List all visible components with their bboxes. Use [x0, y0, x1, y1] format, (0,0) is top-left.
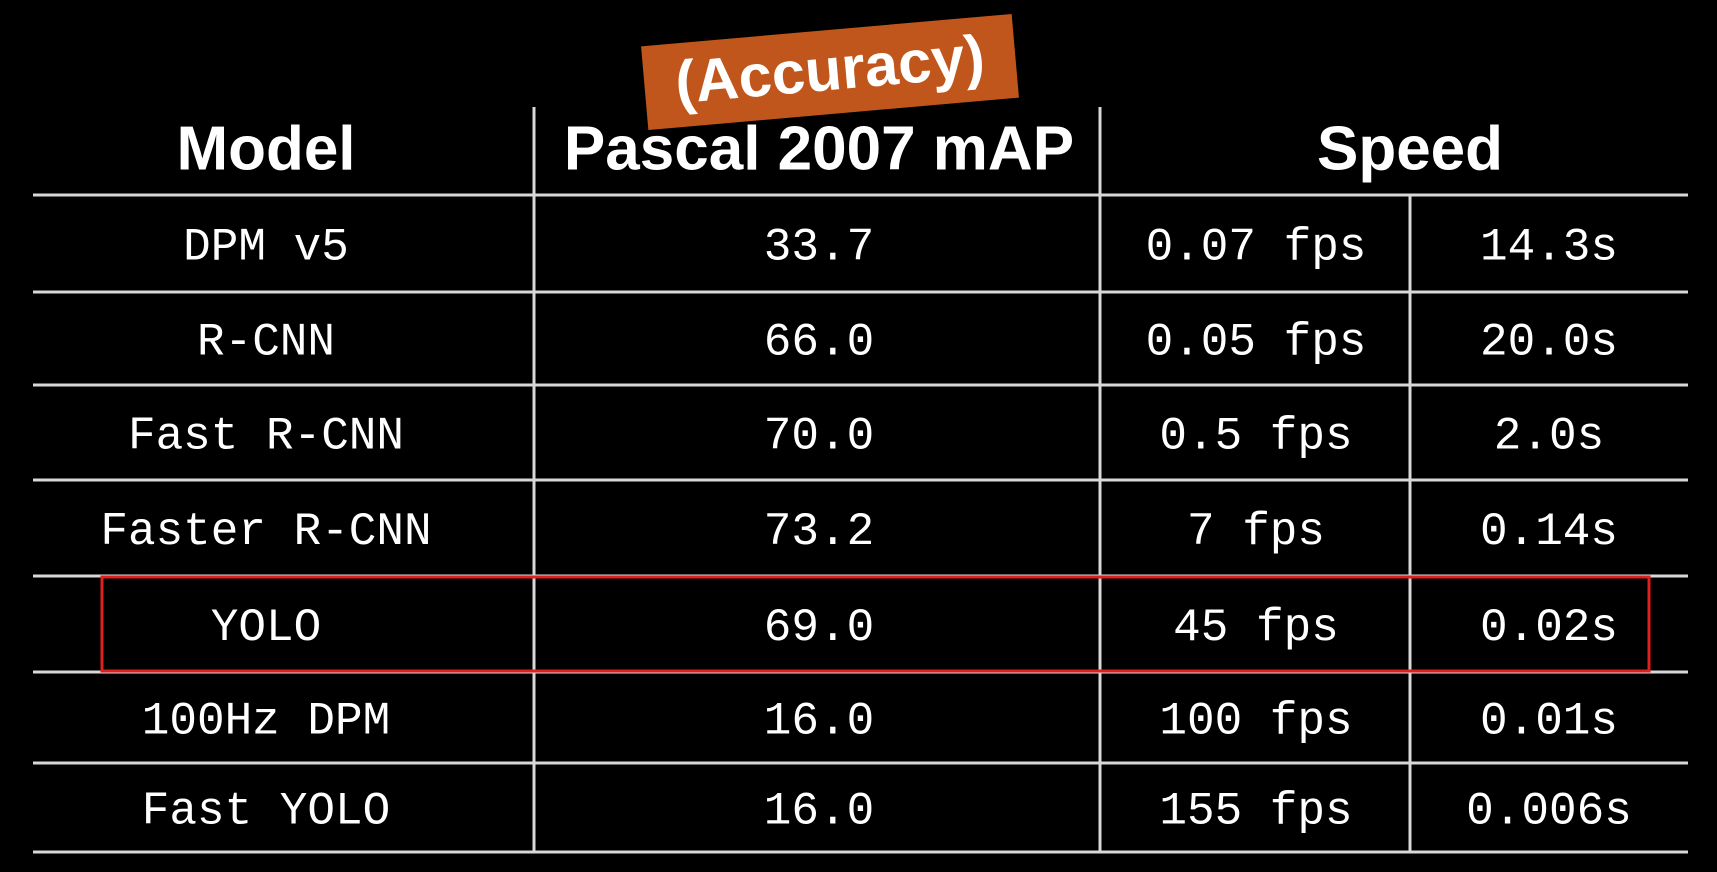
table-cell: 20.0s	[1480, 317, 1618, 369]
table-cell: 33.7	[764, 222, 874, 274]
annotation-badge: (Accuracy)	[641, 13, 1019, 131]
table-cell: 73.2	[764, 506, 874, 558]
highlight-box	[100, 575, 1651, 673]
table-cell: R-CNN	[197, 317, 335, 369]
table-cell: DPM v5	[183, 222, 349, 274]
table-cell: YOLO	[211, 602, 321, 654]
table-cell: Faster R-CNN	[100, 506, 431, 558]
header-cell: Speed	[1317, 114, 1503, 183]
table-cell: 0.01s	[1480, 696, 1618, 748]
header-cell: Pascal 2007 mAP	[564, 114, 1074, 183]
table-cell: 2.0s	[1494, 411, 1604, 463]
table-cell: 70.0	[764, 411, 874, 463]
table-cell: 16.0	[764, 786, 874, 838]
table-cell: 14.3s	[1480, 222, 1618, 274]
table-cell: 0.14s	[1480, 506, 1618, 558]
table-cell: 0.02s	[1480, 602, 1618, 654]
badge-background	[641, 13, 1019, 131]
header-cell: Model	[176, 114, 355, 183]
table-cell: 7 fps	[1187, 506, 1325, 558]
table-cell: 69.0	[764, 602, 874, 654]
table-cell: 100 fps	[1159, 696, 1352, 748]
table-cell: Fast YOLO	[142, 786, 390, 838]
table-cell: 155 fps	[1159, 786, 1352, 838]
table-cell: 0.5 fps	[1159, 411, 1352, 463]
table-cell: 66.0	[764, 317, 874, 369]
table-cell: 16.0	[764, 696, 874, 748]
table-cell: 100Hz DPM	[142, 696, 390, 748]
table-cell: Fast R-CNN	[128, 411, 404, 463]
table-cell: 0.05 fps	[1146, 317, 1367, 369]
table-cell: 0.006s	[1466, 786, 1632, 838]
table-cell: 0.07 fps	[1146, 222, 1367, 274]
table-cell: 45 fps	[1173, 602, 1339, 654]
